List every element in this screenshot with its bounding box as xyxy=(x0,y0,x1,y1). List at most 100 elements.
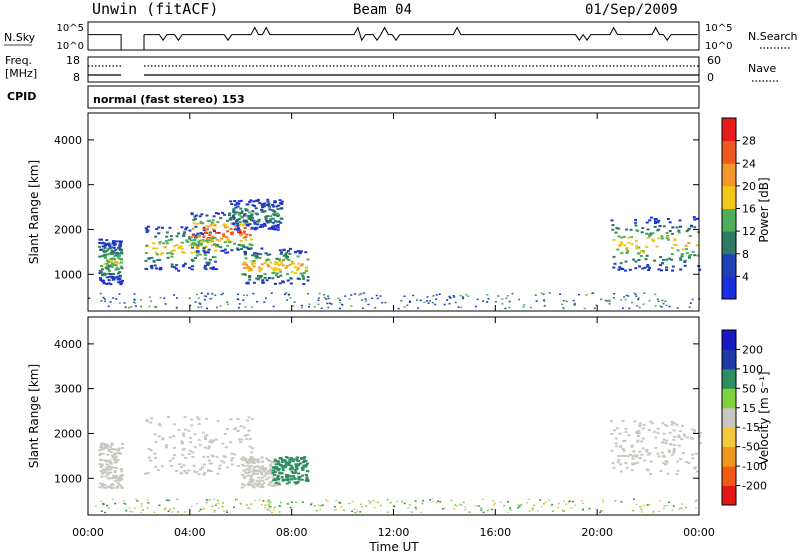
power-cell xyxy=(608,300,611,302)
power-cell xyxy=(362,292,365,294)
velocity-cell xyxy=(175,470,178,472)
velocity-cell xyxy=(685,460,689,463)
power-cell xyxy=(692,216,696,219)
power-cell xyxy=(102,250,106,253)
power-cell xyxy=(98,242,102,244)
power-cell xyxy=(114,264,118,267)
power-cell xyxy=(272,205,276,208)
power-cell xyxy=(600,298,603,301)
velocity-cell xyxy=(164,446,168,449)
velocity-cell xyxy=(256,461,260,463)
velocity-cell xyxy=(671,453,675,456)
power-cell xyxy=(242,220,246,223)
power-cell xyxy=(257,266,261,269)
velocity-cell xyxy=(654,436,658,439)
power-cell xyxy=(438,293,441,295)
velocity-cell xyxy=(354,511,357,514)
power-cell xyxy=(103,300,106,303)
power-cell xyxy=(457,306,460,308)
power-cell xyxy=(671,265,675,268)
velocity-cell xyxy=(645,450,649,453)
power-cell xyxy=(168,226,172,229)
velocity-cell xyxy=(360,503,362,505)
velocity-cell xyxy=(206,455,210,458)
power-cell xyxy=(641,251,645,254)
velocity-cell xyxy=(636,461,640,464)
power-cell xyxy=(276,226,280,229)
velocity-cell xyxy=(432,500,435,503)
power-cell xyxy=(196,250,200,253)
power-cell xyxy=(121,279,124,282)
velocity-cell xyxy=(675,473,679,476)
colorbar-tick-label: -200 xyxy=(742,480,767,493)
power-cell xyxy=(427,302,430,304)
power-cell xyxy=(192,244,196,247)
velocity-cell xyxy=(645,448,649,451)
power-cell xyxy=(486,294,489,296)
velocity-cell xyxy=(298,475,302,478)
velocity-cell xyxy=(249,465,253,467)
velocity-cell xyxy=(251,458,255,461)
power-cell xyxy=(687,242,691,244)
power-cell xyxy=(253,221,257,224)
colorbar-bin xyxy=(722,427,736,448)
power-cell xyxy=(118,280,122,283)
power-cell xyxy=(147,257,151,260)
power-cell xyxy=(267,265,271,268)
power-cell xyxy=(693,254,697,257)
power-cell xyxy=(202,247,206,250)
velocity-cell xyxy=(241,483,244,486)
colorbar-bin xyxy=(722,388,736,409)
velocity-cell xyxy=(588,507,591,510)
power-cell xyxy=(197,240,201,243)
power-cell xyxy=(245,214,248,217)
power-cell xyxy=(461,296,464,298)
power-cell xyxy=(300,250,303,253)
velocity-cell xyxy=(401,500,404,503)
power-cell xyxy=(222,223,226,226)
velocity-cell xyxy=(386,498,389,501)
power-cell xyxy=(190,243,194,246)
power-cell xyxy=(236,218,239,221)
colorbar-tick-label: 4 xyxy=(742,270,749,283)
power-cell xyxy=(289,297,292,299)
velocity-cell xyxy=(622,440,626,442)
power-cell xyxy=(201,222,205,225)
power-cell xyxy=(255,256,259,259)
velocity-cell xyxy=(271,461,275,464)
power-cell xyxy=(169,238,173,241)
power-cell xyxy=(103,244,107,247)
power-cell xyxy=(289,277,293,280)
power-cell xyxy=(216,221,220,224)
velocity-cell xyxy=(672,451,676,454)
velocity-cell xyxy=(292,472,296,474)
power-cell xyxy=(256,223,260,226)
velocity-cell xyxy=(690,436,694,439)
velocity-cell xyxy=(300,457,304,460)
power-cell xyxy=(182,233,186,236)
velocity-cell xyxy=(241,456,245,459)
power-cell xyxy=(260,223,264,226)
power-cell xyxy=(108,247,112,249)
velocity-cell xyxy=(210,441,214,444)
velocity-cell xyxy=(180,471,184,474)
power-marks xyxy=(88,198,702,310)
power-cell xyxy=(665,266,669,269)
power-cell xyxy=(288,263,292,266)
power-cell xyxy=(276,208,280,211)
velocity-cell xyxy=(313,505,316,507)
power-cell xyxy=(294,272,297,274)
power-cell xyxy=(660,235,664,238)
power-cell xyxy=(242,245,245,248)
velocity-cell xyxy=(246,507,249,509)
velocity-cell xyxy=(631,462,635,465)
velocity-cell xyxy=(119,474,123,477)
time-x-axis: 00:00 04:00 08:00 12:00 16:00 20:00 00:00 xyxy=(72,113,715,539)
power-cell xyxy=(296,255,300,258)
velocity-cell xyxy=(221,505,224,508)
power-cell xyxy=(169,235,173,238)
velocity-cell xyxy=(274,460,278,463)
power-cell xyxy=(644,258,648,261)
velocity-cell xyxy=(611,462,615,465)
velocity-cell xyxy=(181,454,185,457)
